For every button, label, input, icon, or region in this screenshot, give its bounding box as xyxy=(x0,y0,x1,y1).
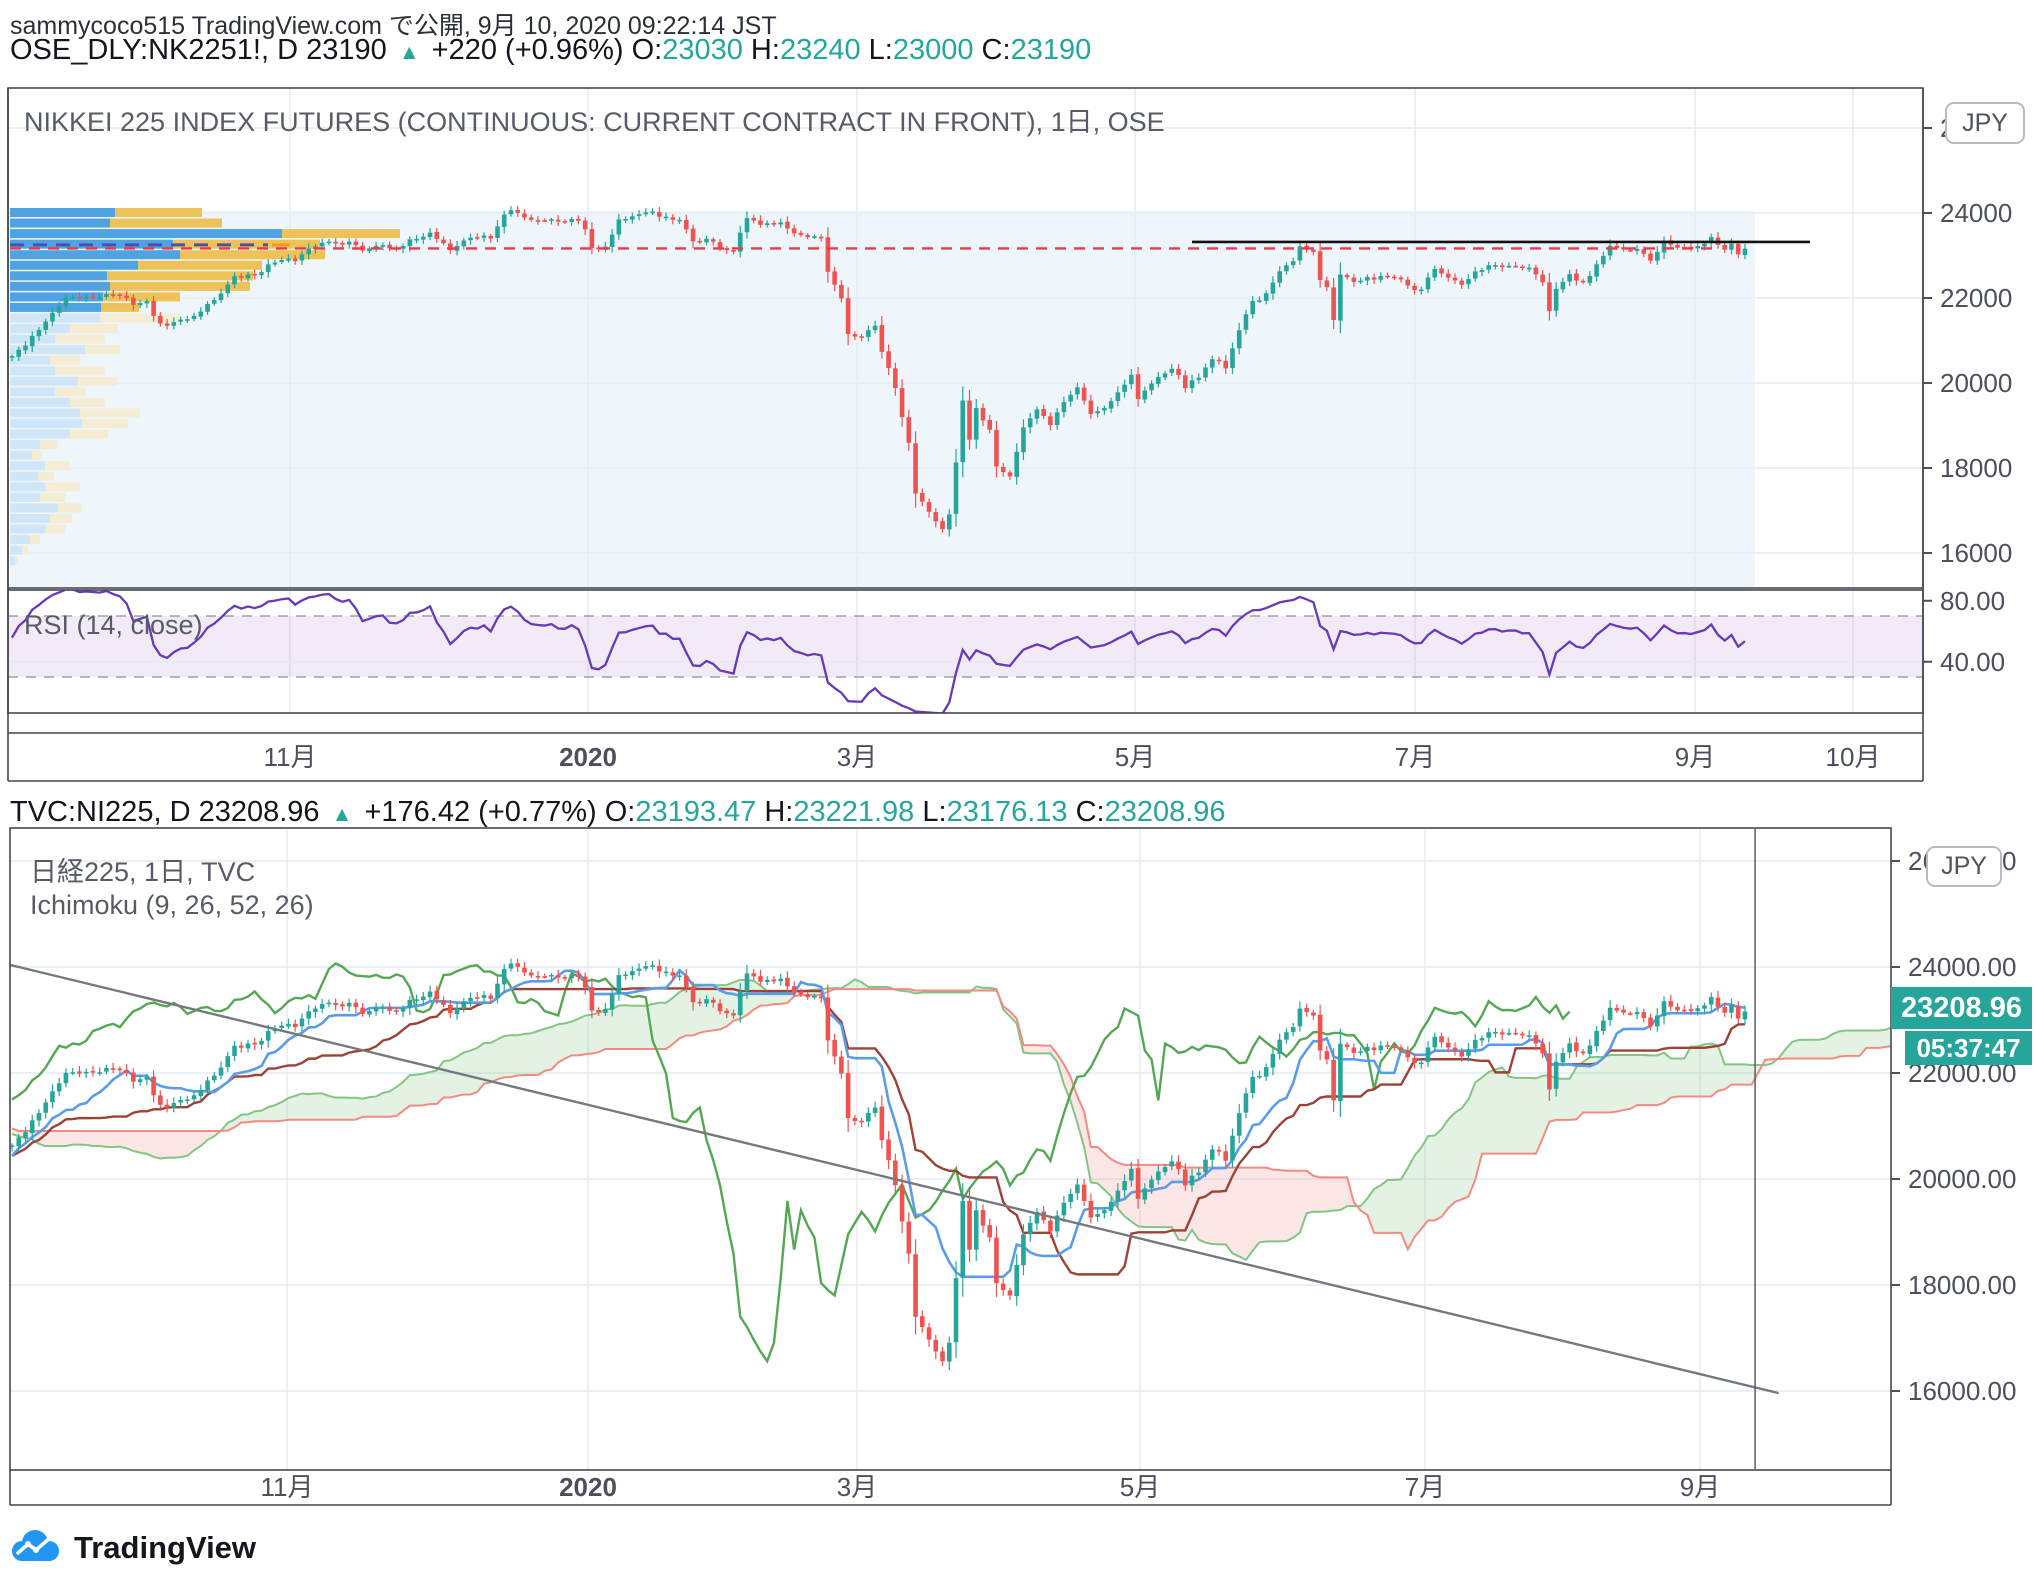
symbol-name[interactable]: TVC:NI225, xyxy=(10,796,162,828)
senkou-b-line xyxy=(11,988,1891,1252)
price-tick-label: 18000.00 xyxy=(1908,1270,2016,1300)
pane-border xyxy=(9,827,1892,1471)
price-change: +220 (+0.96%) xyxy=(431,34,624,66)
candlestick-series xyxy=(10,958,1748,1371)
time-tick-label: 7月 xyxy=(1405,1472,1445,1502)
ohlc-value: 23000 xyxy=(892,34,974,66)
ohlc-value: 23190 xyxy=(1010,34,1092,66)
time-tick-label: 9月 xyxy=(1675,742,1715,772)
time-tick-label: 10月 xyxy=(1826,742,1881,772)
currency-badge-top[interactable]: JPY xyxy=(1945,102,2025,144)
price-tick-label: 16000 xyxy=(1940,538,2012,568)
time-tick-label: 2020 xyxy=(559,1472,617,1502)
session-highlight xyxy=(10,211,1755,587)
ohlc-key: H: xyxy=(756,796,794,828)
time-axis-bottom[interactable]: 11月 2020 3月 5月 7月 9月 xyxy=(9,1470,1892,1506)
brand-name[interactable]: TradingView xyxy=(74,1530,257,1565)
publish-info: sammycoco515 TradingView.com で公開, 9月 10,… xyxy=(10,6,777,42)
top-chart-pane[interactable] xyxy=(7,87,1924,713)
ohlc-key: C: xyxy=(973,34,1011,66)
symbol-name[interactable]: OSE_DLY:NK2251!, xyxy=(10,34,270,66)
time-tick-label: 11月 xyxy=(261,1472,314,1502)
up-arrow-icon: ▲ xyxy=(398,41,420,64)
time-tick-label: 9月 xyxy=(1680,1472,1720,1502)
ohlc-value: 23030 xyxy=(662,34,743,66)
price-tick-label: 18000 xyxy=(1940,453,2012,483)
candlestick-series xyxy=(9,206,1748,537)
publish-text: sammycoco515 TradingView.com で公開, 9月 10,… xyxy=(10,12,777,40)
price-tick-label: 20000.00 xyxy=(1908,1164,2016,1194)
symbol-header-top: OSE_DLY:NK2251!, D 23190 ▲ +220 (+0.96%)… xyxy=(10,34,1091,67)
chart-title-top: NIKKEI 225 INDEX FUTURES (CONTINUOUS: CU… xyxy=(24,107,1165,137)
bottom-chart-pane[interactable] xyxy=(9,827,1921,1471)
last-price: 23208.96 xyxy=(198,796,320,828)
time-tick-label: 2020 xyxy=(559,742,617,772)
time-tick-label: 11月 xyxy=(264,742,317,772)
price-tick-label: 20000 xyxy=(1940,368,2012,398)
chikou-line xyxy=(11,962,1571,1364)
ohlc-value: 23208.96 xyxy=(1104,796,1226,828)
symbol-header-bottom: TVC:NI225, D 23208.96 ▲ +176.42 (+0.77%)… xyxy=(10,796,1226,829)
up-arrow-icon: ▲ xyxy=(331,803,353,826)
last-price-badge: 23208.96 xyxy=(1891,987,2032,1029)
kijun-line xyxy=(11,987,1745,1276)
ohlc-key: C: xyxy=(1067,796,1105,828)
ohlc-value: 23240 xyxy=(779,34,861,66)
tradingview-logo-icon[interactable] xyxy=(8,1526,66,1566)
time-tick-label: 3月 xyxy=(837,742,877,772)
price-tick-label: 24000.00 xyxy=(1908,952,2016,982)
ohlc-key: O: xyxy=(631,34,663,66)
currency-badge-bottom[interactable]: JPY xyxy=(1926,846,2002,887)
ohlc-value: 23176.13 xyxy=(946,796,1068,828)
volume-profile xyxy=(10,208,400,566)
bar-countdown-badge: 05:37:47 xyxy=(1905,1031,2032,1065)
time-tick-label: 5月 xyxy=(1115,742,1155,772)
ichimoku-indicator-label[interactable]: Ichimoku (9, 26, 52, 26) xyxy=(30,890,314,920)
ohlc-values: O:23193.47 H:23221.98 L:23176.13 C:23208… xyxy=(605,796,1226,828)
ohlc-key: H: xyxy=(742,34,780,66)
timeframe[interactable]: D xyxy=(169,796,191,828)
rsi-tick-label: 40.00 xyxy=(1940,647,2005,677)
ichimoku-overlay xyxy=(11,962,1891,1364)
time-tick-label: 5月 xyxy=(1120,1472,1160,1502)
ohlc-key: O: xyxy=(604,796,636,828)
price-axis-bottom[interactable]: 26000.0024000.0022000.0020000.0018000.00… xyxy=(1891,846,2016,1406)
price-tick-label: 24000 xyxy=(1940,198,2012,228)
price-tick-label: 16000.00 xyxy=(1908,1376,2016,1406)
ohlc-values: O:23030 H:23240 L:23000 C:23190 xyxy=(632,34,1092,66)
chart-title-bottom[interactable]: 日経225, 1日, TVC xyxy=(30,857,256,887)
time-axis-top[interactable]: 11月 2020 3月 5月 7月 9月 10月 xyxy=(7,88,1924,782)
ohlc-value: 23193.47 xyxy=(635,796,757,828)
ohlc-key: L: xyxy=(860,34,893,66)
last-price: 23190 xyxy=(306,34,387,66)
ohlc-key: L: xyxy=(914,796,947,828)
ohlc-value: 23221.98 xyxy=(793,796,915,828)
price-change: +176.42 (+0.77%) xyxy=(364,796,597,828)
price-tick-label: 22000 xyxy=(1940,283,2012,313)
rsi-line xyxy=(11,590,1746,713)
time-tick-label: 7月 xyxy=(1395,742,1435,772)
rsi-band xyxy=(8,616,1923,677)
descending-trendline[interactable] xyxy=(9,963,1779,1395)
rsi-indicator-label[interactable]: RSI (14, close) xyxy=(24,610,203,640)
rsi-tick-label: 80.00 xyxy=(1940,586,2005,616)
time-tick-label: 3月 xyxy=(837,1472,877,1502)
rsi-pane[interactable] xyxy=(7,589,1924,714)
senkou-a-line xyxy=(11,978,1891,1262)
timeframe[interactable]: D xyxy=(277,34,299,66)
